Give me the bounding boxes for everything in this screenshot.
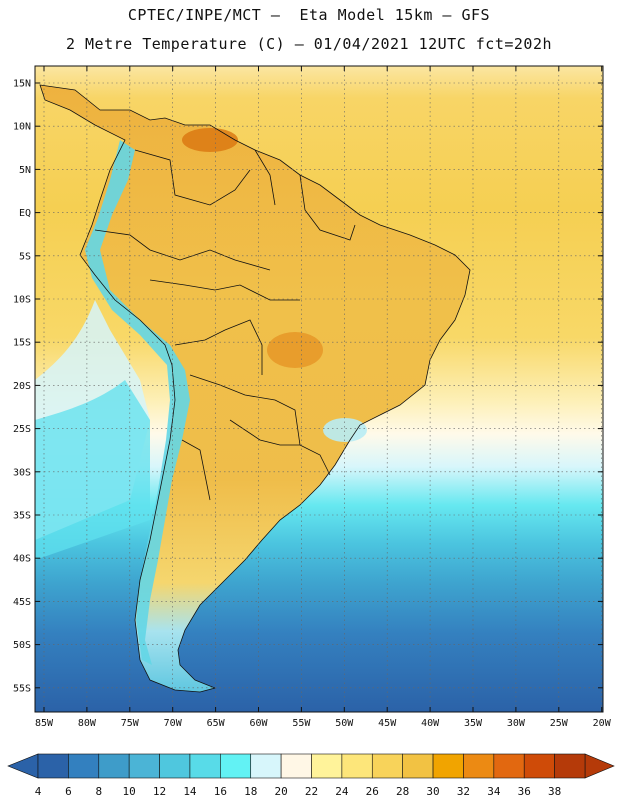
map-frame — [34, 65, 604, 713]
lat-label: 30S — [13, 467, 31, 478]
lon-label: 55W — [292, 718, 311, 729]
colorbar-tick-label: 24 — [335, 785, 349, 798]
colorbar-tick-label: 34 — [487, 785, 501, 798]
lat-label: 10S — [13, 295, 31, 306]
title-line-1: CPTEC/INPE/MCT – Eta Model 15km – GFS — [127, 6, 491, 24]
lon-label: 80W — [78, 718, 97, 729]
lon-label: 60W — [249, 718, 268, 729]
lat-label: 40S — [13, 554, 31, 565]
colorbar-tick-label: 20 — [274, 785, 287, 798]
lat-label: 20S — [13, 381, 31, 392]
colorbar-right-arrow — [584, 753, 615, 779]
colorbar-tick-label: 28 — [396, 785, 409, 798]
lat-label: 15S — [13, 338, 31, 349]
colorbar-swatch — [98, 753, 130, 779]
colorbar-tick-label: 18 — [244, 785, 257, 798]
cool-spot-southeast-brazil — [323, 418, 367, 442]
lat-label: 25S — [13, 424, 31, 435]
colorbar-swatch — [159, 753, 191, 779]
colorbar-swatch — [554, 753, 586, 779]
colorbar-swatch — [493, 753, 525, 779]
colorbar-swatch — [341, 753, 373, 779]
colorbar-tick-label: 16 — [214, 785, 227, 798]
colorbar-tick-label: 26 — [366, 785, 379, 798]
colorbar-swatch — [280, 753, 312, 779]
lat-label: 45S — [13, 597, 31, 608]
colorbar-swatch — [523, 753, 555, 779]
south-america-land — [40, 85, 470, 692]
lon-label: 70W — [164, 718, 183, 729]
colorbar-swatch — [128, 753, 160, 779]
colorbar-tick-label: 4 — [35, 785, 42, 798]
colorbar-left-arrow — [7, 753, 39, 779]
colorbar-swatch — [432, 753, 464, 779]
lon-label: 20W — [593, 718, 612, 729]
colorbar-tick-label: 8 — [95, 785, 102, 798]
lat-label: 50S — [13, 640, 31, 651]
colorbar-tick-label: 32 — [457, 785, 470, 798]
colorbar-swatch — [371, 753, 403, 779]
colorbar: 4 6 8 10 12 14 16 18 20 22 24 26 28 30 32 34 36 38 — [7, 753, 615, 798]
colorbar-tick-label: 36 — [518, 785, 531, 798]
colorbar-swatch — [37, 753, 69, 779]
country-borders — [39, 84, 471, 693]
latitude-axis: 15N 10N 5N EQ 5S 10S 15S 20S 25S 30S 35S 40S 45S 50S 5… — [13, 79, 603, 694]
lon-label: 25W — [550, 718, 569, 729]
lon-label: 75W — [121, 718, 140, 729]
colorbar-tick-label: 12 — [153, 785, 166, 798]
colorbar-tick-label: 6 — [65, 785, 72, 798]
colorbar-tick-label: 22 — [305, 785, 318, 798]
longitude-axis: 85W 80W 75W 70W 65W 60W 55W 50W 45W 40W 35W 30W 25W 2… — [35, 66, 612, 729]
lat-label: 5N — [19, 165, 31, 176]
colorbar-swatch — [250, 753, 282, 779]
colorbar-swatch — [189, 753, 221, 779]
title-line-2: 2 Metre Temperature (C) – 01/04/2021 12U… — [65, 35, 553, 53]
lon-label: 30W — [507, 718, 526, 729]
colorbar-swatch — [402, 753, 434, 779]
lat-label: 15N — [13, 79, 31, 90]
lon-label: 85W — [35, 718, 54, 729]
lon-label: 35W — [464, 718, 483, 729]
colorbar-tick-label: 38 — [548, 785, 561, 798]
hot-spot-venezuela — [182, 128, 238, 152]
colorbar-swatch — [463, 753, 495, 779]
lat-label: 10N — [13, 122, 31, 133]
hot-spot-central-brazil — [267, 332, 323, 368]
colorbar-tick-label: 10 — [123, 785, 136, 798]
colorbar-swatch — [311, 753, 343, 779]
lat-label: EQ — [19, 208, 31, 219]
lat-label: 55S — [13, 683, 31, 694]
lat-label: 5S — [19, 251, 31, 262]
colorbar-swatch — [68, 753, 100, 779]
lon-label: 40W — [421, 718, 440, 729]
colorbar-tick-label: 30 — [426, 785, 439, 798]
colorbar-swatch — [220, 753, 252, 779]
colorbar-tick-label: 14 — [183, 785, 197, 798]
lon-label: 65W — [207, 718, 226, 729]
lon-label: 50W — [335, 718, 354, 729]
lon-label: 45W — [378, 718, 397, 729]
lat-label: 35S — [13, 511, 31, 522]
